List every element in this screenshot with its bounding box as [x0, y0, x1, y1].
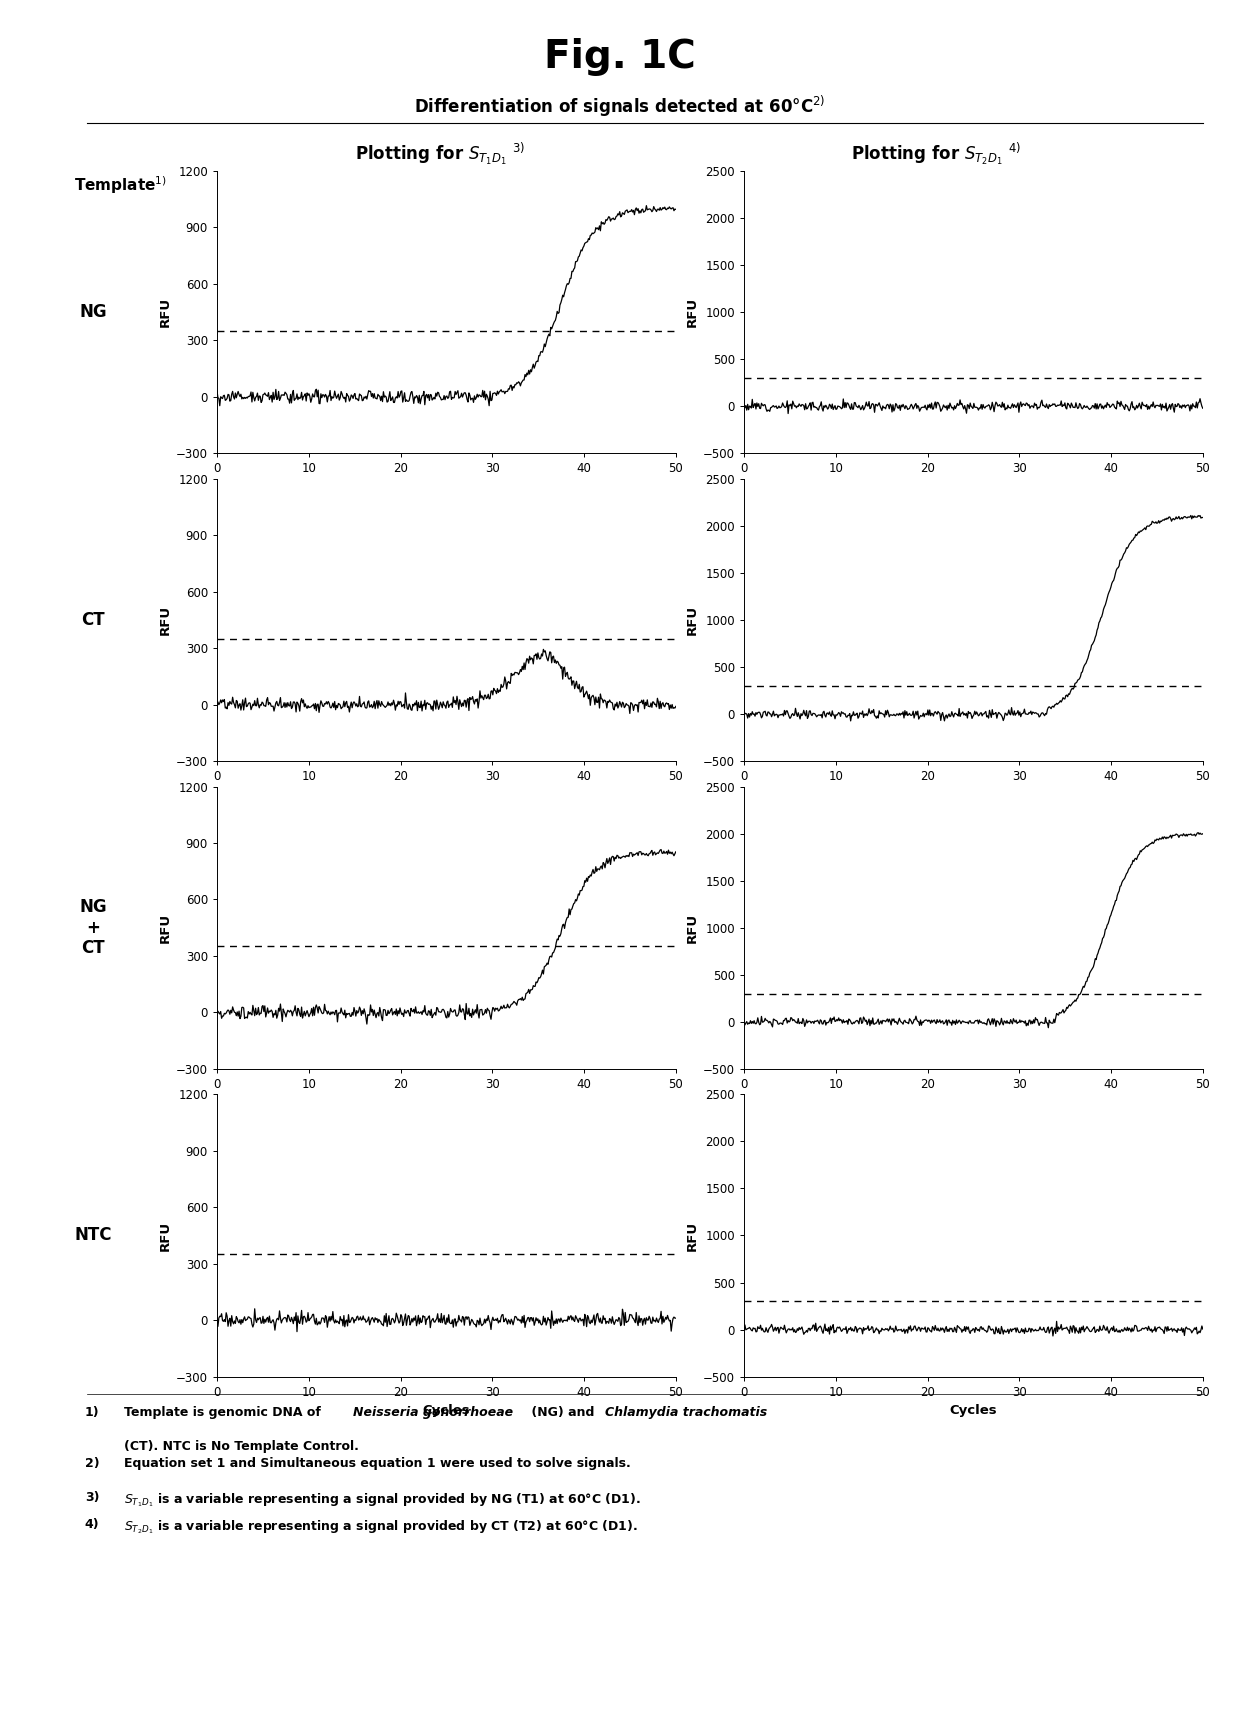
Text: Template$^{1)}$: Template$^{1)}$: [74, 174, 167, 197]
X-axis label: Cycles: Cycles: [423, 788, 470, 802]
X-axis label: Cycles: Cycles: [950, 481, 997, 494]
Text: Neisseria gonorrhoeae: Neisseria gonorrhoeae: [353, 1406, 513, 1419]
Text: Fig. 1C: Fig. 1C: [544, 38, 696, 75]
Y-axis label: RFU: RFU: [159, 605, 172, 634]
X-axis label: Cycles: Cycles: [423, 481, 470, 494]
Y-axis label: RFU: RFU: [686, 605, 699, 634]
Text: Plotting for $S_{T_{1}D_{1}}$ $^{3)}$: Plotting for $S_{T_{1}D_{1}}$ $^{3)}$: [355, 140, 526, 166]
Y-axis label: RFU: RFU: [159, 298, 172, 327]
Text: $S_{T_{2}D_{1}}$ is a variable representing a signal provided by CT (T2) at 60°C: $S_{T_{2}D_{1}}$ is a variable represent…: [124, 1518, 637, 1536]
Text: Plotting for $S_{T_{2}D_{1}}$ $^{4)}$: Plotting for $S_{T_{2}D_{1}}$ $^{4)}$: [851, 140, 1022, 166]
Y-axis label: RFU: RFU: [159, 913, 172, 942]
Text: NTC: NTC: [74, 1226, 112, 1245]
Y-axis label: RFU: RFU: [159, 1221, 172, 1250]
X-axis label: Cycles: Cycles: [423, 1096, 470, 1110]
Text: 3): 3): [84, 1491, 99, 1505]
Y-axis label: RFU: RFU: [686, 298, 699, 327]
Text: $S_{T_{1}D_{1}}$ is a variable representing a signal provided by NG (T1) at 60°C: $S_{T_{1}D_{1}}$ is a variable represent…: [124, 1491, 641, 1508]
Text: 1): 1): [84, 1406, 99, 1419]
X-axis label: Cycles: Cycles: [950, 788, 997, 802]
X-axis label: Cycles: Cycles: [950, 1096, 997, 1110]
Text: Equation set 1 and Simultaneous equation 1 were used to solve signals.: Equation set 1 and Simultaneous equation…: [124, 1457, 631, 1471]
Text: Template is genomic DNA of: Template is genomic DNA of: [124, 1406, 325, 1419]
Text: NG
+
CT: NG + CT: [79, 898, 107, 958]
Text: CT: CT: [81, 610, 105, 629]
Text: Chlamydia trachomatis: Chlamydia trachomatis: [605, 1406, 768, 1419]
Text: NG: NG: [79, 303, 107, 321]
X-axis label: Cycles: Cycles: [950, 1404, 997, 1418]
Text: Differentiation of signals detected at 60°C$^{2)}$: Differentiation of signals detected at 6…: [414, 94, 826, 120]
Text: 4): 4): [84, 1518, 99, 1532]
X-axis label: Cycles: Cycles: [423, 1404, 470, 1418]
Y-axis label: RFU: RFU: [686, 1221, 699, 1250]
Text: 2): 2): [84, 1457, 99, 1471]
Text: (NG) and: (NG) and: [527, 1406, 599, 1419]
Y-axis label: RFU: RFU: [686, 913, 699, 942]
Text: (CT). NTC is No Template Control.: (CT). NTC is No Template Control.: [124, 1440, 358, 1454]
